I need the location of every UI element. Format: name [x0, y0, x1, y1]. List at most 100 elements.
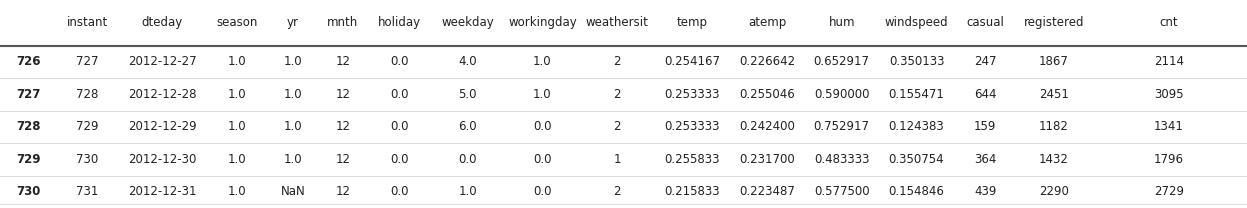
- Text: 1867: 1867: [1039, 56, 1069, 68]
- Text: yr: yr: [287, 16, 299, 29]
- Text: 1.0: 1.0: [534, 56, 551, 68]
- Text: dteday: dteday: [141, 16, 183, 29]
- Text: 2: 2: [614, 185, 621, 198]
- Text: 439: 439: [974, 185, 996, 198]
- Text: workingday: workingday: [508, 16, 577, 29]
- Text: 159: 159: [974, 120, 996, 133]
- Text: 4.0: 4.0: [459, 56, 476, 68]
- Text: 0.0: 0.0: [390, 88, 408, 101]
- Text: season: season: [216, 16, 258, 29]
- Text: 0.223487: 0.223487: [739, 185, 794, 198]
- Text: 730: 730: [76, 153, 99, 166]
- Text: 1.0: 1.0: [228, 153, 246, 166]
- Text: registered: registered: [1024, 16, 1084, 29]
- Text: 1.0: 1.0: [228, 120, 246, 133]
- Text: 726: 726: [16, 56, 40, 68]
- Text: 1432: 1432: [1039, 153, 1069, 166]
- Text: 0.215833: 0.215833: [665, 185, 720, 198]
- Text: weekday: weekday: [441, 16, 494, 29]
- Text: cnt: cnt: [1160, 16, 1178, 29]
- Text: holiday: holiday: [378, 16, 420, 29]
- Text: 0.0: 0.0: [534, 153, 551, 166]
- Text: 729: 729: [16, 153, 40, 166]
- Text: 2290: 2290: [1039, 185, 1069, 198]
- Text: 0.577500: 0.577500: [814, 185, 869, 198]
- Text: 0.483333: 0.483333: [814, 153, 869, 166]
- Text: 2012-12-30: 2012-12-30: [128, 153, 196, 166]
- Text: 0.0: 0.0: [459, 153, 476, 166]
- Text: 12: 12: [335, 120, 350, 133]
- Text: 1.0: 1.0: [284, 153, 302, 166]
- Text: 0.652917: 0.652917: [814, 56, 869, 68]
- Text: casual: casual: [966, 16, 1004, 29]
- Text: 0.155471: 0.155471: [889, 88, 944, 101]
- Text: 728: 728: [16, 120, 40, 133]
- Text: 0.0: 0.0: [534, 185, 551, 198]
- Text: 0.231700: 0.231700: [739, 153, 794, 166]
- Text: 0.590000: 0.590000: [814, 88, 869, 101]
- Text: 730: 730: [16, 185, 40, 198]
- Text: 1796: 1796: [1153, 153, 1185, 166]
- Text: 0.254167: 0.254167: [665, 56, 720, 68]
- Text: 12: 12: [335, 56, 350, 68]
- Text: instant: instant: [66, 16, 108, 29]
- Text: 1.0: 1.0: [284, 88, 302, 101]
- Text: 12: 12: [335, 88, 350, 101]
- Text: 0.0: 0.0: [390, 185, 408, 198]
- Text: 0.226642: 0.226642: [738, 56, 796, 68]
- Text: 0.124383: 0.124383: [889, 120, 944, 133]
- Text: 0.350133: 0.350133: [889, 56, 944, 68]
- Text: 728: 728: [76, 88, 99, 101]
- Text: 729: 729: [76, 120, 99, 133]
- Text: 0.0: 0.0: [390, 56, 408, 68]
- Text: 1.0: 1.0: [228, 185, 246, 198]
- Text: 247: 247: [974, 56, 996, 68]
- Text: 2012-12-31: 2012-12-31: [128, 185, 196, 198]
- Text: windspeed: windspeed: [884, 16, 949, 29]
- Text: 0.0: 0.0: [390, 153, 408, 166]
- Text: 2729: 2729: [1153, 185, 1185, 198]
- Text: 727: 727: [16, 88, 40, 101]
- Text: 2451: 2451: [1039, 88, 1069, 101]
- Text: 3095: 3095: [1155, 88, 1183, 101]
- Text: 12: 12: [335, 153, 350, 166]
- Text: 5.0: 5.0: [459, 88, 476, 101]
- Text: 2012-12-27: 2012-12-27: [127, 56, 197, 68]
- Text: 0.255046: 0.255046: [739, 88, 794, 101]
- Text: atemp: atemp: [748, 16, 786, 29]
- Text: 2012-12-28: 2012-12-28: [128, 88, 196, 101]
- Text: 0.253333: 0.253333: [665, 88, 720, 101]
- Text: 12: 12: [335, 185, 350, 198]
- Text: NaN: NaN: [281, 185, 306, 198]
- Text: 0.752917: 0.752917: [814, 120, 869, 133]
- Text: 0.350754: 0.350754: [889, 153, 944, 166]
- Text: 1.0: 1.0: [459, 185, 476, 198]
- Text: 2: 2: [614, 56, 621, 68]
- Text: 727: 727: [76, 56, 99, 68]
- Text: hum: hum: [828, 16, 855, 29]
- Text: 731: 731: [76, 185, 99, 198]
- Text: 2114: 2114: [1153, 56, 1185, 68]
- Text: 1.0: 1.0: [284, 56, 302, 68]
- Text: temp: temp: [677, 16, 707, 29]
- Text: 0.242400: 0.242400: [739, 120, 794, 133]
- Text: mnth: mnth: [327, 16, 359, 29]
- Text: 1: 1: [614, 153, 621, 166]
- Text: 0.253333: 0.253333: [665, 120, 720, 133]
- Text: 364: 364: [974, 153, 996, 166]
- Text: 6.0: 6.0: [459, 120, 476, 133]
- Text: 1341: 1341: [1155, 120, 1183, 133]
- Text: 0.154846: 0.154846: [889, 185, 944, 198]
- Text: 2: 2: [614, 88, 621, 101]
- Text: 0.0: 0.0: [390, 120, 408, 133]
- Text: 1.0: 1.0: [534, 88, 551, 101]
- Text: weathersit: weathersit: [586, 16, 648, 29]
- Text: 1.0: 1.0: [228, 56, 246, 68]
- Text: 0.255833: 0.255833: [665, 153, 720, 166]
- Text: 1182: 1182: [1039, 120, 1069, 133]
- Text: 1.0: 1.0: [228, 88, 246, 101]
- Text: 0.0: 0.0: [534, 120, 551, 133]
- Text: 2012-12-29: 2012-12-29: [127, 120, 197, 133]
- Text: 644: 644: [974, 88, 996, 101]
- Text: 2: 2: [614, 120, 621, 133]
